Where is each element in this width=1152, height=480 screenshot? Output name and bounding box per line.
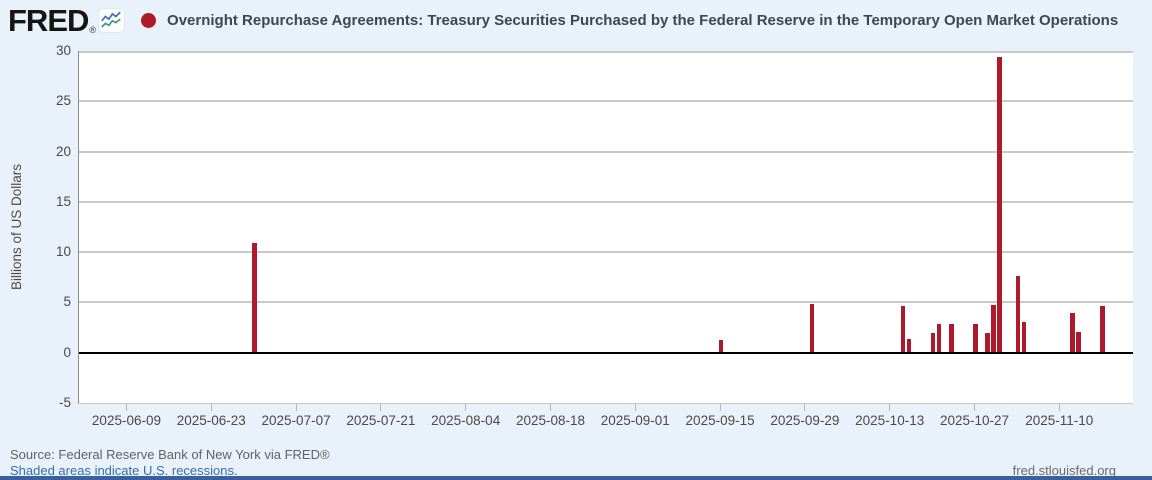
x-tick-label: 2025-09-29 xyxy=(770,413,840,428)
registered-mark: ® xyxy=(89,24,96,35)
y-tick-5: 5 xyxy=(63,294,71,310)
bar-2025-09-15 xyxy=(718,339,724,353)
gridline-5 xyxy=(79,301,1133,304)
zero-line xyxy=(79,351,1133,354)
fred-logo[interactable]: FRED ® xyxy=(8,2,96,38)
bottom-accent-bar xyxy=(0,476,1152,480)
gridline-15 xyxy=(79,200,1133,203)
x-tick-label: 2025-06-09 xyxy=(91,413,161,428)
plot-area xyxy=(78,51,1133,404)
x-tick-mark xyxy=(210,404,212,411)
x-tick-label: 2025-08-04 xyxy=(431,413,501,428)
bar-2025-09-30 xyxy=(809,303,815,353)
bar-2025-11-13 xyxy=(1076,331,1081,353)
y-tick-20: 20 xyxy=(55,143,71,159)
bar-2025-11-04 xyxy=(1021,321,1027,353)
x-tick-label: 2025-10-27 xyxy=(939,413,1010,428)
y-tick--5: -5 xyxy=(58,395,71,410)
bar-2025-10-16 xyxy=(906,338,912,353)
x-tick-label: 2025-09-15 xyxy=(685,413,755,428)
x-tick-label: 2025-06-23 xyxy=(176,413,246,428)
y-tick-0: 0 xyxy=(63,344,71,360)
x-tick-label: 2025-07-21 xyxy=(346,413,416,428)
bar-2025-06-30 xyxy=(252,243,257,353)
bar-2025-10-27 xyxy=(973,324,978,353)
y-tick-25: 25 xyxy=(55,93,71,109)
bar-2025-10-15 xyxy=(900,306,906,353)
source-note: Source: Federal Reserve Bank of New York… xyxy=(10,447,330,462)
x-tick-mark xyxy=(889,404,891,411)
x-tick-label: 2025-09-01 xyxy=(600,413,670,428)
line-chart-icon xyxy=(99,8,125,32)
x-tick-label: 2025-07-07 xyxy=(261,413,331,428)
bar-2025-11-17 xyxy=(1100,306,1105,353)
recessions-note-link[interactable]: Shaded areas indicate U.S. recessions. xyxy=(10,463,238,478)
x-tick-mark xyxy=(549,404,551,411)
gridline-25 xyxy=(79,100,1133,103)
x-tick-label: 2025-11-10 xyxy=(1025,413,1094,428)
bar-2025-10-23 xyxy=(949,323,954,353)
gridline-20 xyxy=(79,150,1133,153)
x-tick-mark xyxy=(125,404,127,411)
series-marker-icon xyxy=(141,12,157,28)
bar-2025-10-30 xyxy=(991,304,996,353)
bar-2025-10-21 xyxy=(936,323,942,353)
bar-2025-11-12 xyxy=(1070,312,1075,353)
x-tick-mark xyxy=(634,404,636,411)
bar-2025-10-29 xyxy=(985,332,990,353)
x-tick-mark xyxy=(719,404,721,411)
x-tick-mark xyxy=(1058,404,1060,411)
bar-2025-10-20 xyxy=(930,332,936,353)
gridline-10 xyxy=(79,251,1133,254)
x-tick-mark xyxy=(380,404,382,411)
fred-site-link[interactable]: fred.stlouisfed.org xyxy=(1012,463,1116,478)
y-tick-30: 30 xyxy=(55,43,71,58)
y-tick-10: 10 xyxy=(55,244,71,260)
fred-logo-text: FRED xyxy=(8,2,89,38)
x-tick-mark xyxy=(804,404,806,411)
bar-2025-11-03 xyxy=(1015,276,1021,353)
gridline-30 xyxy=(79,51,1133,53)
x-tick-mark xyxy=(295,404,297,411)
header: FRED ® Overnight Repurchase Agreements: T… xyxy=(0,0,1152,40)
x-tick-label: 2025-10-13 xyxy=(855,413,925,428)
y-tick-15: 15 xyxy=(55,193,71,209)
x-tick-mark xyxy=(465,404,467,411)
bar-2025-10-31 xyxy=(997,57,1002,353)
x-tick-label: 2025-08-18 xyxy=(515,413,585,428)
x-tick-mark xyxy=(974,404,975,411)
graph-title[interactable]: Overnight Repurchase Agreements: Treasur… xyxy=(167,11,1119,29)
